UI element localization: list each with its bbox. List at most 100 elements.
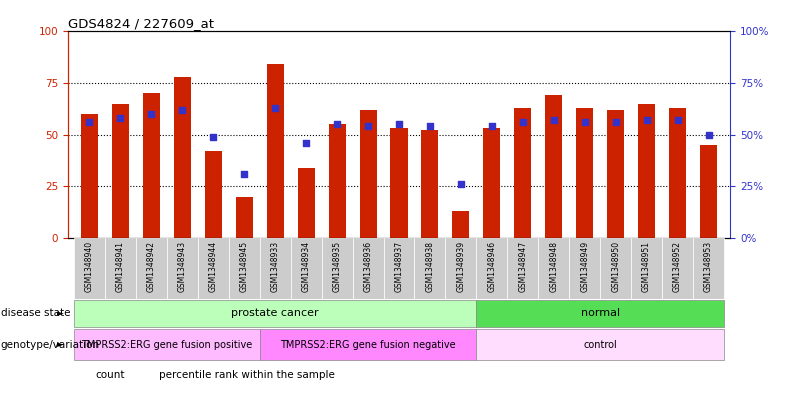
Text: normal: normal — [581, 309, 620, 318]
Point — [83, 119, 96, 125]
Bar — [607, 110, 624, 238]
Bar — [143, 93, 160, 238]
Bar — [445, 238, 476, 299]
Bar — [174, 77, 191, 238]
Bar — [452, 211, 469, 238]
Text: ►: ► — [57, 340, 65, 349]
Bar — [638, 104, 655, 238]
Bar — [267, 64, 284, 238]
Bar — [259, 329, 476, 360]
Bar — [74, 300, 476, 327]
Bar — [662, 238, 693, 299]
Point — [424, 123, 437, 129]
Text: GSM1348933: GSM1348933 — [271, 241, 279, 292]
Text: GSM1348947: GSM1348947 — [519, 241, 527, 292]
Point — [207, 134, 219, 140]
Text: GSM1348934: GSM1348934 — [302, 241, 310, 292]
Text: percentile rank within the sample: percentile rank within the sample — [159, 370, 334, 380]
Point — [269, 105, 282, 111]
Bar — [136, 238, 167, 299]
Text: GSM1348945: GSM1348945 — [239, 241, 249, 292]
Point — [114, 115, 127, 121]
Text: control: control — [583, 340, 617, 350]
Bar — [484, 129, 500, 238]
Text: count: count — [95, 370, 124, 380]
Bar — [322, 238, 353, 299]
Text: GSM1348938: GSM1348938 — [425, 241, 434, 292]
Bar — [631, 238, 662, 299]
Text: GSM1348939: GSM1348939 — [456, 241, 465, 292]
Text: GSM1348944: GSM1348944 — [209, 241, 218, 292]
Text: GSM1348949: GSM1348949 — [580, 241, 589, 292]
Bar — [167, 238, 198, 299]
Bar — [360, 110, 377, 238]
Bar — [205, 151, 222, 238]
Text: disease state: disease state — [1, 309, 70, 318]
Text: genotype/variation: genotype/variation — [1, 340, 100, 350]
Text: prostate cancer: prostate cancer — [231, 309, 319, 318]
Text: GSM1348952: GSM1348952 — [673, 241, 682, 292]
Bar — [476, 300, 724, 327]
Text: ►: ► — [57, 309, 65, 318]
Text: GSM1348948: GSM1348948 — [549, 241, 559, 292]
Bar — [539, 238, 569, 299]
Bar — [421, 130, 438, 238]
Point — [640, 117, 653, 123]
Bar — [569, 238, 600, 299]
Point — [393, 121, 405, 127]
Bar — [329, 124, 346, 238]
Bar — [414, 238, 445, 299]
Text: GSM1348951: GSM1348951 — [642, 241, 651, 292]
Bar — [693, 238, 724, 299]
Text: GSM1348950: GSM1348950 — [611, 241, 620, 292]
Bar — [198, 238, 229, 299]
Bar — [290, 238, 322, 299]
Text: GSM1348943: GSM1348943 — [178, 241, 187, 292]
Bar — [545, 95, 563, 238]
Text: TMPRSS2:ERG gene fusion positive: TMPRSS2:ERG gene fusion positive — [81, 340, 252, 350]
Text: GSM1348940: GSM1348940 — [85, 241, 94, 292]
Point — [145, 111, 158, 117]
Point — [238, 171, 251, 177]
Bar — [112, 104, 129, 238]
Point — [361, 123, 374, 129]
Bar — [476, 238, 508, 299]
Text: GSM1348946: GSM1348946 — [488, 241, 496, 292]
Bar — [229, 238, 259, 299]
Bar — [259, 238, 290, 299]
Bar — [576, 108, 593, 238]
Bar — [105, 238, 136, 299]
Text: GSM1348935: GSM1348935 — [333, 241, 342, 292]
Point — [455, 181, 468, 187]
Bar — [514, 108, 531, 238]
Point — [579, 119, 591, 125]
Text: GSM1348953: GSM1348953 — [704, 241, 713, 292]
Point — [330, 121, 343, 127]
Point — [547, 117, 560, 123]
Bar — [235, 196, 253, 238]
Text: GSM1348937: GSM1348937 — [394, 241, 404, 292]
Text: GDS4824 / 227609_at: GDS4824 / 227609_at — [68, 17, 214, 30]
Text: GSM1348936: GSM1348936 — [364, 241, 373, 292]
Text: GSM1348942: GSM1348942 — [147, 241, 156, 292]
Bar — [700, 145, 717, 238]
Bar — [298, 167, 314, 238]
Point — [516, 119, 529, 125]
Bar — [384, 238, 414, 299]
Text: TMPRSS2:ERG gene fusion negative: TMPRSS2:ERG gene fusion negative — [280, 340, 456, 350]
Bar — [508, 238, 539, 299]
Point — [176, 107, 189, 113]
Point — [609, 119, 622, 125]
Bar — [81, 114, 98, 238]
Point — [671, 117, 684, 123]
Point — [702, 131, 715, 138]
Bar — [353, 238, 384, 299]
Bar — [476, 329, 724, 360]
Bar — [390, 129, 408, 238]
Bar — [74, 329, 259, 360]
Bar — [600, 238, 631, 299]
Point — [300, 140, 313, 146]
Bar — [74, 238, 105, 299]
Text: GSM1348941: GSM1348941 — [116, 241, 125, 292]
Point — [485, 123, 498, 129]
